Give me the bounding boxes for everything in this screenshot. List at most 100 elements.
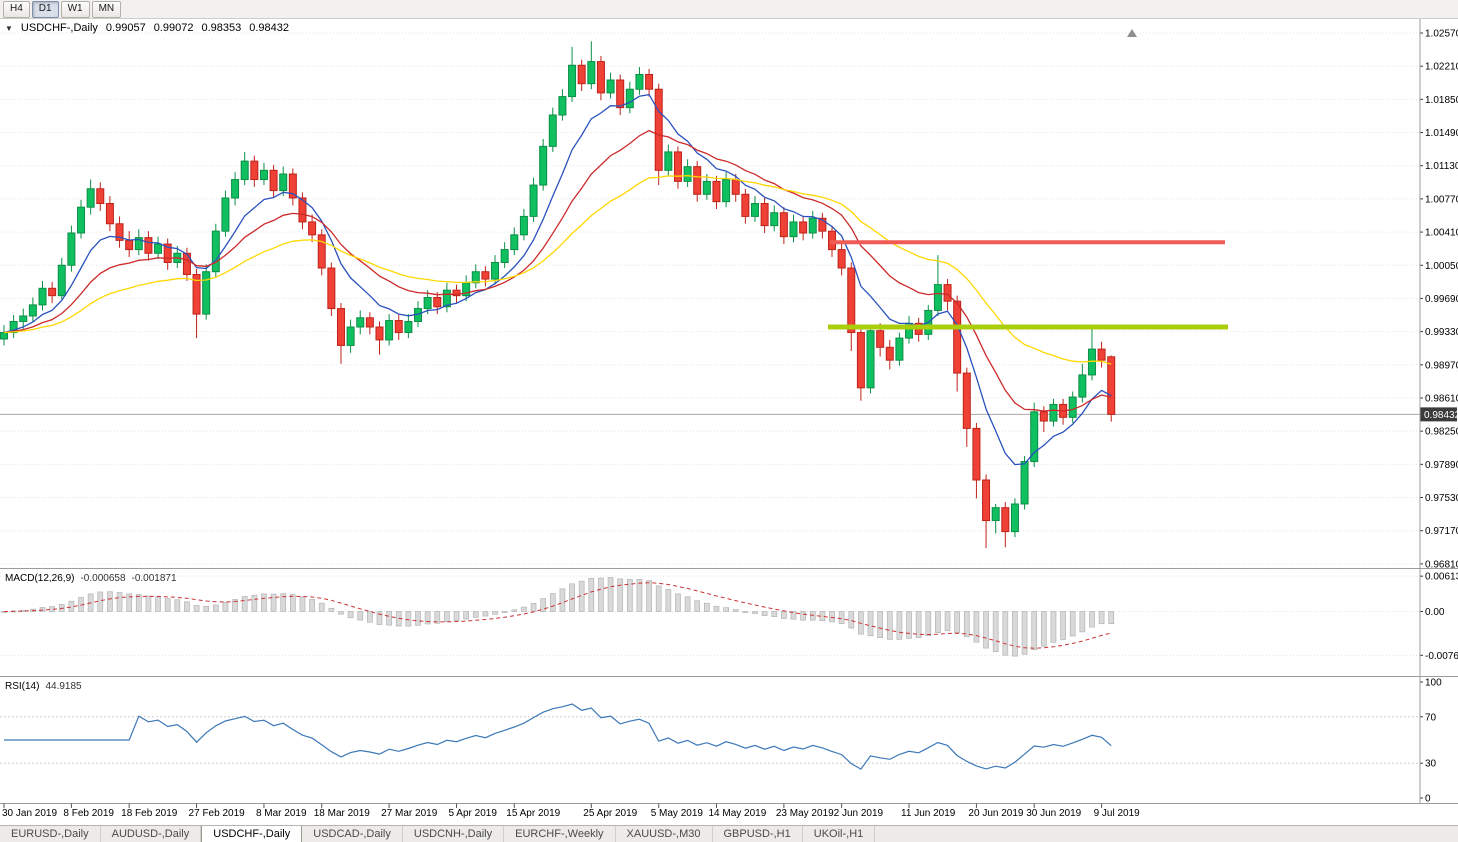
- time-axis-label: 25 Apr 2019: [583, 808, 637, 819]
- candle-body: [558, 96, 567, 116]
- chart-tab-xauusd-m30[interactable]: XAUUSD-,M30: [616, 826, 713, 842]
- macd-bar: [386, 611, 392, 626]
- candle-body: [1049, 403, 1058, 422]
- candle-body: [394, 320, 403, 334]
- time-axis-label: 2 Jun 2019: [834, 808, 884, 819]
- candle-body: [943, 284, 952, 302]
- candlestick-series: [0, 41, 1116, 549]
- macd-bar: [328, 607, 335, 612]
- chart-tab-audusd-daily[interactable]: AUDUSD-,Daily: [101, 826, 202, 842]
- chart-title: ▼ USDCHF-,Daily 0.99057 0.99072 0.98353 …: [5, 22, 289, 34]
- macd-bar: [434, 611, 441, 624]
- macd-bar: [607, 577, 614, 612]
- macd-main-value: -0.000658: [80, 573, 126, 584]
- macd-bar: [463, 611, 469, 620]
- macd-bar: [944, 611, 951, 632]
- macd-bar: [453, 611, 460, 621]
- candle-body: [731, 179, 740, 195]
- candle-body: [202, 271, 211, 315]
- candle-body: [625, 88, 634, 109]
- chart-tab-gbpusd-h1[interactable]: GBPUSD-,H1: [713, 826, 803, 842]
- timeframe-button-h4[interactable]: H4: [3, 0, 30, 18]
- candle-body: [673, 151, 682, 182]
- timeframe-button-d1[interactable]: D1: [31, 0, 59, 18]
- macd-bar: [867, 611, 874, 637]
- candle-body: [760, 203, 769, 227]
- ma-line-medium: [3, 129, 1112, 412]
- macd-bar: [1031, 611, 1038, 651]
- chart-tab-eurusd-daily[interactable]: EURUSD-,Daily: [0, 826, 101, 842]
- chart-shift-marker-icon[interactable]: [1127, 29, 1137, 37]
- candle-body: [375, 326, 384, 341]
- chart-tab-eurchf-weekly[interactable]: EURCHF-,Weekly: [504, 826, 616, 842]
- macd-name: MACD(12,26,9): [5, 573, 75, 584]
- macd-bar: [723, 607, 729, 612]
- collapse-arrow-icon[interactable]: ▼: [5, 23, 13, 33]
- macd-bar: [588, 577, 595, 612]
- price-axis-label: 1.01850: [1425, 95, 1458, 106]
- candle-body: [500, 249, 509, 263]
- macd-bar: [732, 609, 739, 612]
- timeframe-button-w1[interactable]: W1: [60, 0, 90, 18]
- macd-bar: [809, 611, 816, 621]
- candle-body: [1097, 348, 1106, 361]
- candle-body: [423, 297, 432, 310]
- macd-bar: [655, 585, 662, 612]
- ohlc-low: 0.98353: [201, 22, 242, 34]
- time-axis-label: 27 Mar 2019: [381, 808, 438, 819]
- macd-bar: [549, 593, 556, 612]
- macd-bar: [906, 611, 912, 639]
- macd-bar: [954, 611, 961, 634]
- candle-body: [442, 289, 451, 308]
- candle-body: [1107, 356, 1116, 415]
- candle-body: [799, 221, 808, 234]
- current-price-badge: [1420, 407, 1457, 422]
- candle-body: [134, 237, 143, 251]
- candle-body: [616, 79, 625, 109]
- macd-bar: [1002, 611, 1009, 656]
- macd-bar: [1040, 611, 1047, 647]
- macd-bar: [752, 611, 758, 614]
- chart-tab-usdcnh-daily[interactable]: USDCNH-,Daily: [403, 826, 505, 842]
- macd-bar: [472, 611, 479, 618]
- candle-body: [48, 287, 57, 297]
- candle-body: [327, 267, 336, 310]
- candle-body: [182, 252, 191, 275]
- candle-body: [741, 193, 750, 217]
- macd-signal-value: -0.001871: [131, 573, 177, 584]
- timeframe-button-mn[interactable]: MN: [91, 0, 122, 18]
- candle-body: [1001, 507, 1010, 533]
- candle-body: [385, 320, 394, 341]
- candle-body: [1039, 411, 1048, 422]
- macd-bar: [1069, 611, 1076, 637]
- chart-tab-ukoil-h1[interactable]: UKOil-,H1: [803, 826, 876, 842]
- macd-bar: [713, 605, 720, 612]
- candle-body: [115, 223, 124, 241]
- chart-canvas[interactable]: 1.02570 1.02210 1.01850 1.01490 1.01130 1.007…: [0, 19, 1458, 825]
- candle-body: [712, 180, 721, 203]
- candle-body: [154, 243, 163, 254]
- price-axis-label: 1.01490: [1425, 128, 1458, 139]
- chart-tab-usdchf-daily[interactable]: USDCHF-,Daily: [201, 826, 303, 842]
- macd-bar: [97, 591, 104, 612]
- macd-bar: [1021, 611, 1028, 655]
- macd-bar: [116, 592, 123, 612]
- candle-body: [548, 114, 557, 147]
- candle-body: [866, 330, 875, 389]
- macd-bar: [444, 611, 450, 623]
- price-axis-label: 1.00410: [1425, 228, 1458, 239]
- macd-bar: [963, 611, 970, 638]
- ohlc-open: 0.99057: [105, 22, 146, 34]
- candle-body: [105, 203, 114, 225]
- macd-bar: [212, 604, 219, 612]
- macd-bar: [347, 611, 354, 619]
- chart-tab-usdcad-daily[interactable]: USDCAD-,Daily: [302, 826, 403, 842]
- candle-body: [808, 217, 817, 234]
- price-axis-label: 0.97170: [1425, 526, 1458, 537]
- rsi-value: 44.9185: [45, 681, 82, 692]
- macd-panel-label: MACD(12,26,9) -0.000658 -0.001871: [5, 573, 177, 584]
- macd-bar: [761, 611, 768, 616]
- macd-bar: [617, 578, 624, 612]
- candle-body: [596, 61, 605, 94]
